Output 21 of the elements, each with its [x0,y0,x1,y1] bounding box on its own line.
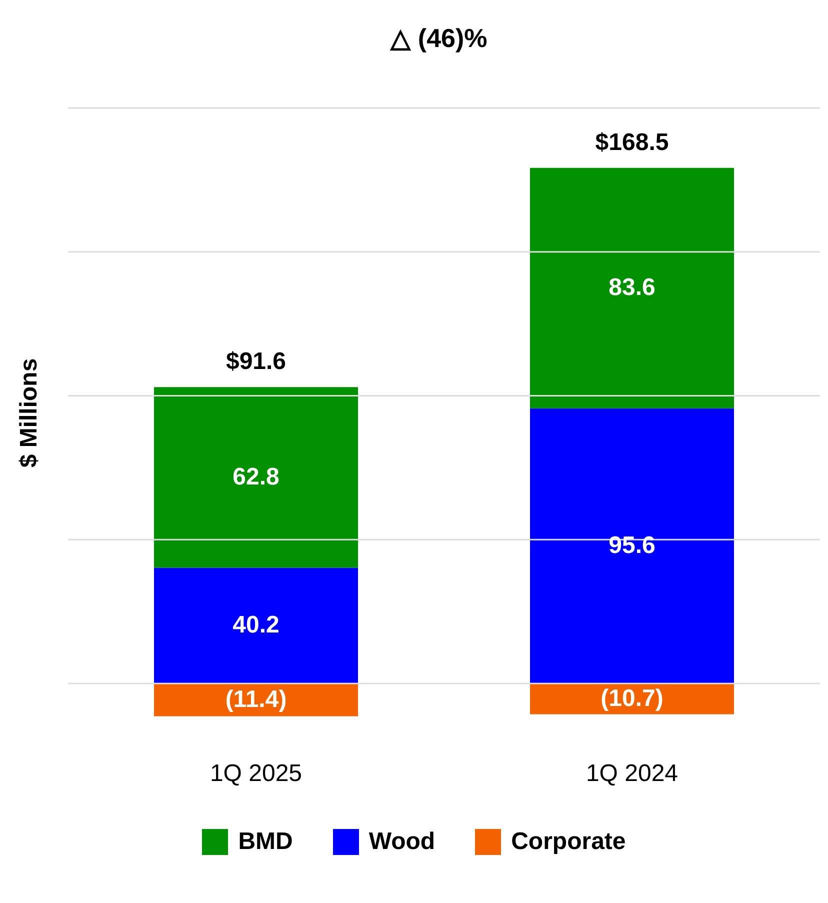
data-label: 40.2 [232,612,280,639]
legend-label: Corporate [511,828,626,856]
total-label: $91.6 [226,348,286,376]
legend-label: Wood [368,828,436,856]
total-label: $168.5 [595,128,669,156]
data-label: (11.4) [225,686,287,713]
legend-label: BMD [238,828,293,856]
bar [154,387,358,568]
data-label: 83.6 [608,274,656,302]
x-tick-label: 1Q 2024 [586,760,678,788]
bar [154,683,358,716]
bar [154,568,358,684]
data-label: 95.6 [608,532,656,559]
bar [530,168,734,408]
chart-title: △ (46)% [389,22,488,55]
x-tick-label: 1Q 2025 [210,760,302,788]
bar [530,683,734,714]
data-label: (10.7) [600,684,664,712]
y-axis-title: $ Millions [16,358,43,468]
bar [530,408,734,684]
data-label: 62.8 [232,463,280,490]
